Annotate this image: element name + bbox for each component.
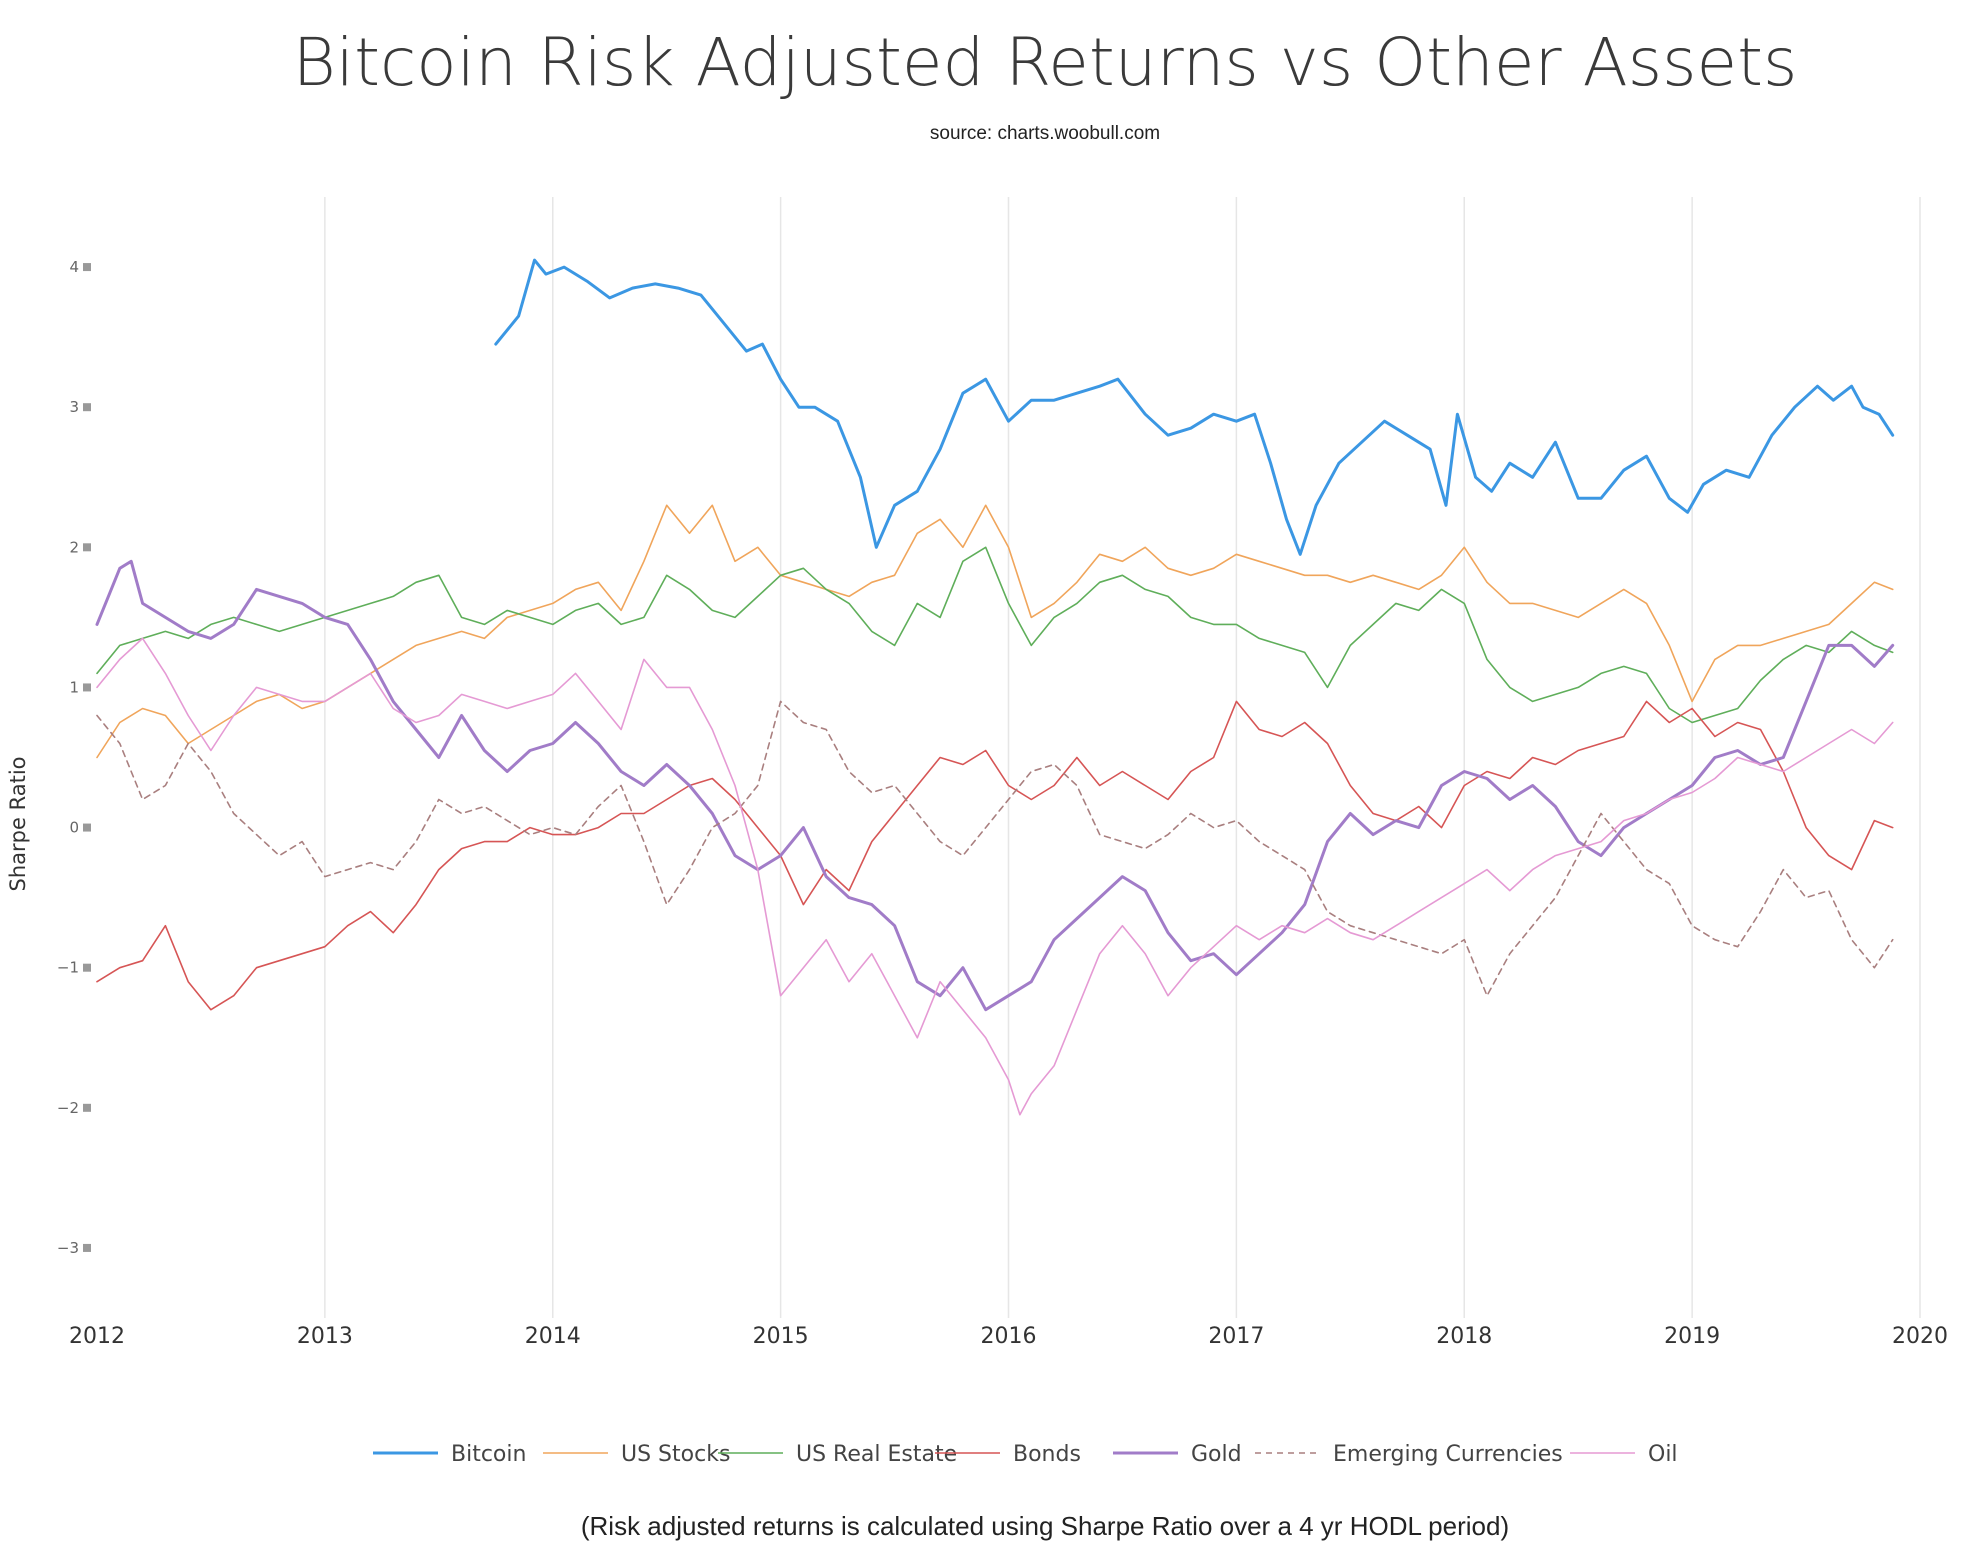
x-tick-label: 2018 <box>1436 1324 1492 1349</box>
y-tick-mark <box>83 403 91 412</box>
series-lines <box>95 258 1895 1116</box>
x-axis-ticks: 2012 2013 2014 2015 2016 2017 2018 2019 2020 <box>69 1324 1948 1349</box>
legend-label: Gold <box>1191 1442 1242 1467</box>
legend-label: US Stocks <box>621 1442 730 1467</box>
legend-label: Emerging Currencies <box>1333 1442 1563 1467</box>
y-tick-mark <box>83 543 91 552</box>
series-line-bitcoin <box>494 258 1895 556</box>
x-tick-label: 2015 <box>753 1324 809 1349</box>
y-tick-mark <box>83 1243 91 1252</box>
legend-label: US Real Estate <box>796 1442 957 1467</box>
y-tick-label: 3 <box>69 398 79 416</box>
legend: Bitcoin US Stocks US Real Estate Bonds Gold E… <box>373 1442 1678 1467</box>
y-tick-mark <box>83 263 91 272</box>
y-tick-label: 2 <box>69 538 79 556</box>
legend-label: Bitcoin <box>451 1442 526 1467</box>
y-tick-mark <box>83 963 91 972</box>
series-line-gold <box>95 559 1895 1012</box>
y-tick-label: −1 <box>57 959 79 977</box>
series-line-bonds <box>96 700 1894 1011</box>
series-line-emerging-currencies <box>96 700 1894 997</box>
y-tick-mark <box>83 1103 91 1112</box>
x-tick-label: 2019 <box>1664 1324 1720 1349</box>
gridlines <box>324 197 1921 1318</box>
x-tick-label: 2016 <box>981 1324 1037 1349</box>
footnote: (Risk adjusted returns is calculated usi… <box>581 1511 1509 1541</box>
x-tick-label: 2017 <box>1208 1324 1264 1349</box>
series-line-oil <box>96 637 1894 1116</box>
y-tick-mark <box>83 823 91 832</box>
y-tick-label: 4 <box>69 258 79 276</box>
y-axis-label: Sharpe Ratio <box>6 757 30 892</box>
chart-title: Bitcoin Risk Adjusted Returns vs Other A… <box>293 24 1798 101</box>
chart-subtitle: source: charts.woobull.com <box>930 123 1160 144</box>
legend-label: Oil <box>1648 1442 1678 1467</box>
x-tick-label: 2020 <box>1892 1324 1948 1349</box>
x-tick-label: 2013 <box>297 1324 353 1349</box>
series-line-us-real-estate <box>96 546 1894 724</box>
legend-label: Bonds <box>1013 1442 1081 1467</box>
x-tick-label: 2012 <box>69 1324 125 1349</box>
x-tick-label: 2014 <box>525 1324 581 1349</box>
series-line-us-stocks <box>96 504 1894 759</box>
y-tick-label: 0 <box>69 819 79 837</box>
y-tick-label: −3 <box>57 1239 79 1257</box>
y-axis-ticks: 4 3 2 1 0 −1 −2 −3 <box>57 258 91 1257</box>
y-tick-label: −2 <box>57 1099 79 1117</box>
y-tick-label: 1 <box>69 678 79 696</box>
y-tick-mark <box>83 683 91 692</box>
